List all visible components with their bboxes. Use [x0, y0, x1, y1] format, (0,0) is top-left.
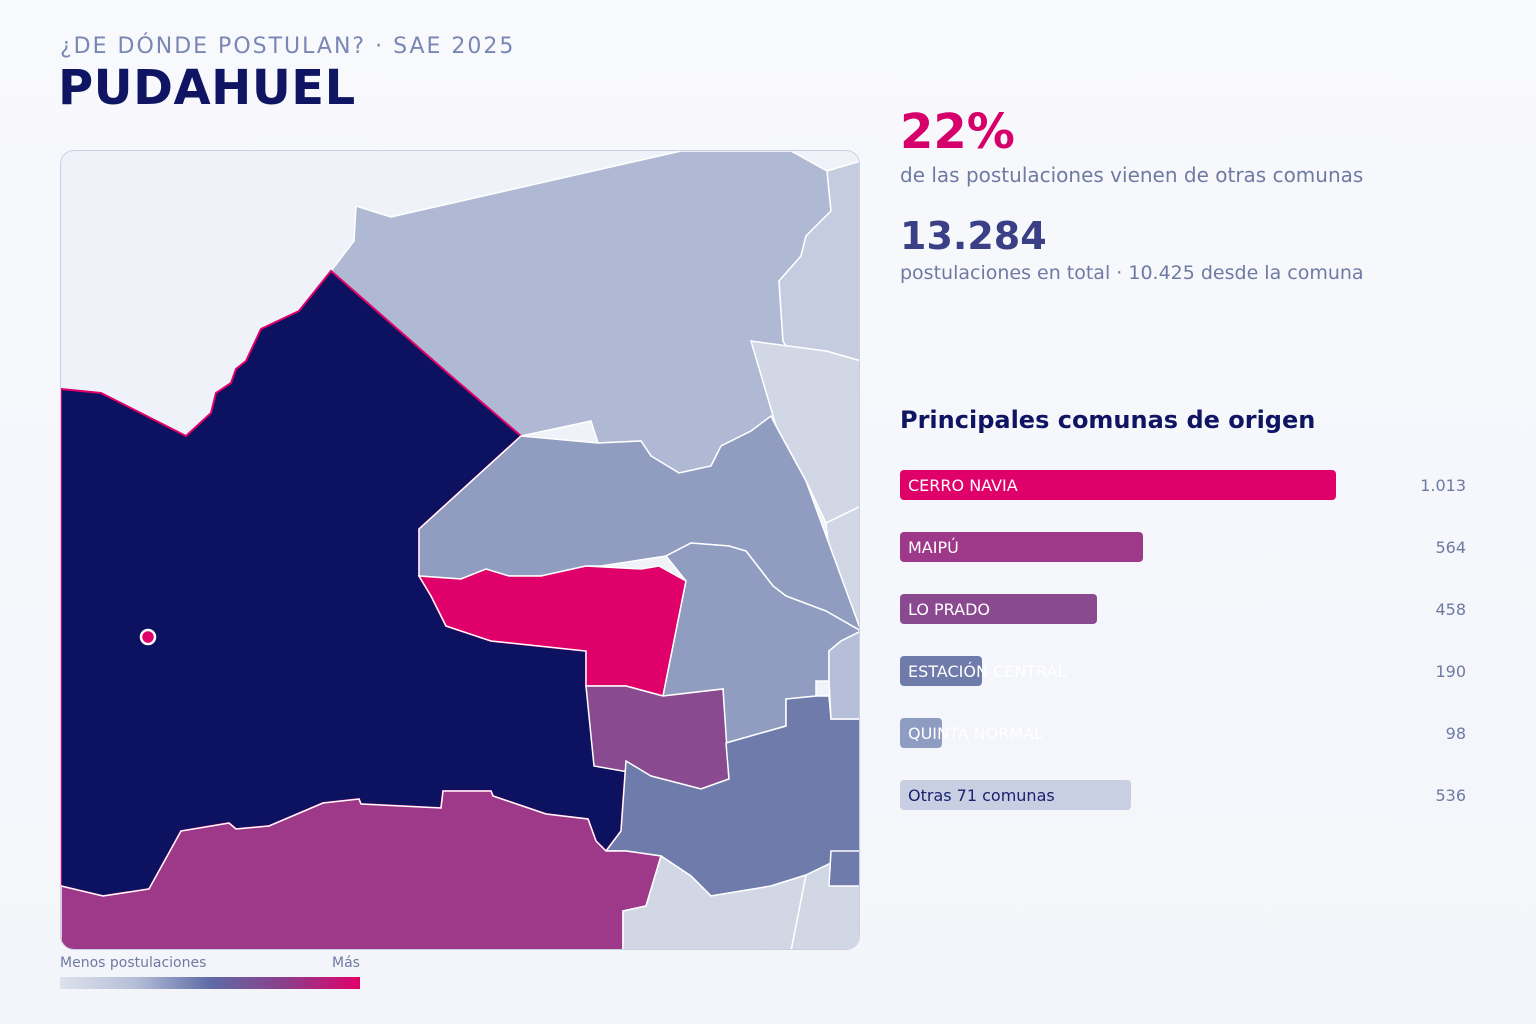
ranking-bar: [900, 594, 1097, 624]
ranking-bar-label: QUINTA NORMAL: [908, 724, 1043, 743]
share-label: de las postulaciones vienen de otras com…: [900, 163, 1364, 187]
region-east-strip[interactable]: [828, 631, 860, 720]
ranking-bar-value: 1.013: [1420, 476, 1466, 495]
ranking-title: Principales comunas de origen: [900, 406, 1316, 434]
ranking-row[interactable]: Otras 71 comunas 536: [900, 780, 1466, 810]
legend-gradient: [60, 977, 360, 989]
ranking-bar: [900, 532, 1143, 562]
ranking-bar-label: CERRO NAVIA: [908, 476, 1018, 495]
ranking-bar-value: 536: [1435, 786, 1466, 805]
legend-high-label: Más: [332, 955, 360, 971]
eyebrow-subtitle: ¿DE DÓNDE POSTULAN? · SAE 2025: [60, 34, 516, 59]
region-northeast[interactable]: [778, 160, 860, 373]
ranking-bar-value: 190: [1435, 662, 1466, 681]
share-percentage: 22%: [900, 104, 1015, 160]
ranking-row[interactable]: QUINTA NORMAL 98: [900, 718, 1466, 748]
ranking-row[interactable]: CERRO NAVIA 1.013: [900, 470, 1466, 500]
ranking-bar-label: MAIPÚ: [908, 538, 959, 557]
choropleth-map[interactable]: [60, 150, 860, 950]
region-southeast[interactable]: [622, 854, 807, 950]
ranking-bar-label: ESTACIÓN CENTRAL: [908, 662, 1067, 681]
region-east-lower[interactable]: [828, 850, 860, 887]
ranking-row[interactable]: MAIPÚ 564: [900, 532, 1466, 562]
ranking-bar-value: 458: [1435, 600, 1466, 619]
ranking-bar-value: 98: [1445, 724, 1466, 743]
ranking-row[interactable]: LO PRADO 458: [900, 594, 1466, 624]
ranking-row[interactable]: ESTACIÓN CENTRAL 190: [900, 656, 1466, 686]
ranking-bar: [900, 470, 1336, 500]
location-marker[interactable]: [139, 628, 157, 646]
ranking-bar: [900, 656, 982, 686]
ranking-bar-label: LO PRADO: [908, 600, 990, 619]
total-label: postulaciones en total · 10.425 desde la…: [900, 262, 1364, 284]
ranking-bar-value: 564: [1435, 538, 1466, 557]
legend-low-label: Menos postulaciones: [60, 955, 207, 971]
page-title: PUDAHUEL: [58, 60, 356, 116]
ranking-bar: [900, 780, 1131, 810]
ranking-bar: [900, 718, 942, 748]
ranking-bar-label: Otras 71 comunas: [908, 786, 1055, 805]
total-count: 13.284: [900, 214, 1047, 258]
